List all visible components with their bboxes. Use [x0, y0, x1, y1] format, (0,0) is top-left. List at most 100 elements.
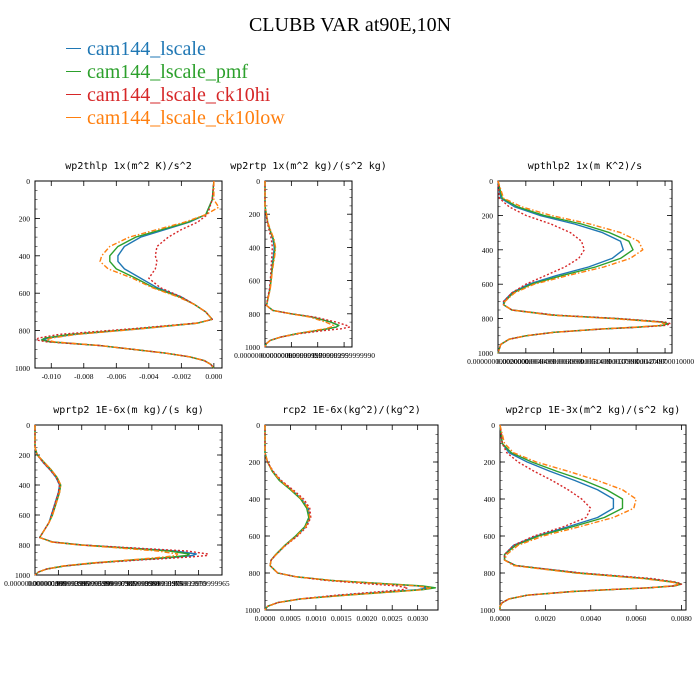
- x-tick-label: 0.01000000047497: [608, 357, 666, 366]
- y-tick-label: 200: [484, 458, 496, 467]
- series-line-cam144_lscale_ck10low: [264, 425, 432, 611]
- y-tick-label: 400: [19, 481, 31, 490]
- y-tick-label: 0: [26, 421, 30, 430]
- y-tick-label: 400: [482, 246, 494, 255]
- x-tick-label: 0.000005999999985: [74, 579, 136, 588]
- x-tick-label: -0.008: [74, 372, 94, 381]
- y-tick-label: 400: [484, 495, 496, 504]
- y-tick-label: 800: [484, 569, 496, 578]
- legend-label: cam144_lscale_ck10low: [87, 107, 285, 129]
- figure-title: CLUBB VAR at90E,10N: [248, 14, 452, 36]
- y-tick-label: 400: [249, 495, 261, 504]
- y-tick-label: 200: [249, 210, 261, 219]
- y-tick-label: 1000: [478, 349, 493, 358]
- x-tick-label: 0.000009999999975: [121, 579, 183, 588]
- x-tick-label: -0.004: [139, 372, 159, 381]
- series-line-cam144_lscale_ck10hi: [264, 181, 351, 348]
- x-tick-label: 0.0020: [356, 614, 377, 623]
- x-tick-label: 0.000000000000000: [234, 351, 296, 360]
- y-tick-label: 0: [256, 421, 260, 430]
- y-tick-label: 200: [482, 211, 494, 220]
- x-tick-label: 0.0000: [255, 614, 276, 623]
- plot-frame: [264, 180, 353, 348]
- y-tick-label: 0: [491, 421, 495, 430]
- y-tick-label: 600: [249, 532, 261, 541]
- series-line-cam144_lscale_ck10hi: [499, 424, 683, 610]
- y-tick-label: 800: [19, 541, 31, 550]
- x-tick-label: 0.000002999999990: [313, 351, 375, 360]
- series-line-cam144_lscale_pmf: [497, 180, 669, 354]
- x-tick-label: 0.00800000037998: [580, 357, 638, 366]
- y-tick-label: 600: [482, 280, 494, 289]
- x-tick-label: -0.002: [172, 372, 192, 381]
- y-tick-label: 200: [19, 214, 31, 223]
- plot-frame: [499, 424, 687, 611]
- y-tick-label: 1000: [245, 343, 260, 352]
- x-tick-label: 0.0020: [535, 614, 556, 623]
- panel-title: wprtp2 1E-6x(m kg)/(s kg): [53, 405, 204, 416]
- y-tick-label: 600: [484, 532, 496, 541]
- x-tick-label: 0.000000000000000: [467, 357, 529, 366]
- x-tick-label: 0.000003999999990: [51, 579, 113, 588]
- y-tick-label: 0: [256, 177, 260, 186]
- x-tick-label: 0.000013999999965: [168, 579, 230, 588]
- y-tick-label: 1000: [15, 364, 30, 373]
- y-tick-label: 200: [19, 451, 31, 460]
- x-tick-label: 0.0000: [490, 614, 511, 623]
- y-tick-label: 600: [249, 277, 261, 286]
- y-tick-label: 1000: [15, 571, 30, 580]
- series-line-cam144_lscale_ck10low: [499, 424, 680, 610]
- y-tick-label: 400: [249, 243, 261, 252]
- x-tick-label: 0.01200000010000: [636, 357, 694, 366]
- legend-item: cam144_lscale_pmf: [66, 61, 285, 84]
- x-tick-label: 0.000007999999980: [98, 579, 160, 588]
- x-tick-label: 0.0025: [382, 614, 403, 623]
- y-tick-label: 1000: [245, 606, 260, 615]
- x-tick-label: 0.00200000009499: [497, 357, 555, 366]
- legend-item: cam144_lscale: [66, 38, 285, 61]
- panel-title: wp2rtp 1x(m^2 kg)/(s^2 kg): [230, 161, 387, 172]
- legend-label: cam144_lscale: [87, 38, 206, 60]
- series-line-cam144_lscale_pmf: [264, 181, 340, 348]
- y-tick-label: 600: [19, 511, 31, 520]
- series-line-cam144_lscale_ck10hi: [35, 180, 215, 369]
- series-line-cam144_lscale_pmf: [499, 424, 683, 610]
- y-tick-label: 800: [19, 327, 31, 336]
- series-line-cam144_lscale_ck10hi: [264, 425, 409, 611]
- series-line-cam144_lscale_ck10low: [34, 425, 179, 576]
- x-tick-label: 0.00400000018998: [525, 357, 583, 366]
- y-tick-label: 1000: [480, 606, 495, 615]
- series-line-cam144_lscale_ck10low: [45, 181, 220, 369]
- y-tick-label: 0: [26, 177, 30, 186]
- legend-item: cam144_lscale_ck10hi: [66, 84, 285, 107]
- legend-swatch: [66, 70, 81, 72]
- x-tick-label: 0.000001999999995: [287, 351, 349, 360]
- x-tick-label: -0.010: [42, 372, 62, 381]
- legend-swatch: [66, 93, 81, 95]
- series-line-cam144_lscale_ck10hi: [497, 180, 672, 354]
- series-line-cam144_lscale: [264, 181, 340, 348]
- panel-title: wp2rcp 1E-3x(m^2 kg)/(s^2 kg): [506, 405, 681, 416]
- series-line-cam144_lscale_pmf: [40, 180, 215, 369]
- x-tick-label: 0.0060: [626, 614, 647, 623]
- x-tick-label: 0.0005: [280, 614, 301, 623]
- panel-title: wpthlp2 1x(m K^2)/s: [528, 161, 642, 172]
- legend-swatch: [66, 47, 81, 49]
- legend: cam144_lscale cam144_lscale_pmf cam144_l…: [66, 38, 285, 130]
- y-tick-label: 800: [482, 315, 494, 324]
- x-tick-label: 0.0030: [407, 614, 428, 623]
- y-tick-label: 200: [249, 458, 261, 467]
- legend-label: cam144_lscale_pmf: [87, 61, 249, 83]
- x-tick-label: 0.000000999999997: [260, 351, 322, 360]
- legend-swatch: [66, 116, 81, 118]
- y-tick-label: 0: [489, 177, 493, 186]
- series-line-cam144_lscale: [499, 424, 680, 610]
- x-tick-label: 0.000011999999970: [144, 579, 206, 588]
- y-tick-label: 800: [249, 569, 261, 578]
- legend-label: cam144_lscale_ck10hi: [87, 84, 271, 106]
- x-tick-label: 0.0015: [331, 614, 352, 623]
- panel-title: rcp2 1E-6x(kg^2)/(kg^2): [282, 405, 420, 416]
- y-tick-label: 600: [19, 289, 31, 298]
- series-line-cam144_lscale: [264, 425, 429, 611]
